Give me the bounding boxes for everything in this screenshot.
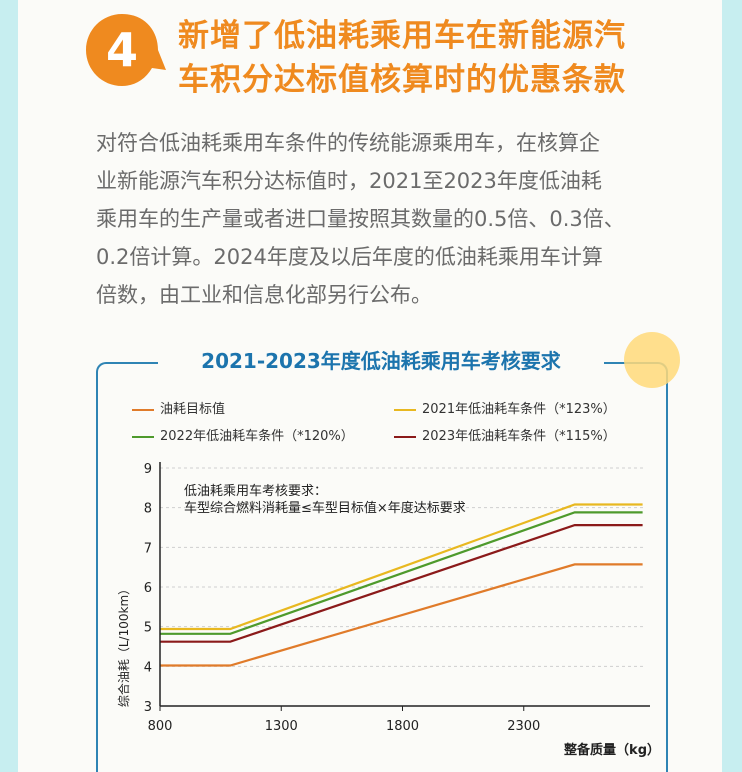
legend-swatch (394, 435, 416, 438)
legend-label: 2022年低油耗车条件（*120%） (160, 429, 354, 444)
decorative-circle (624, 332, 680, 388)
legend-item-2023: 2023年低油耗车条件（*115%） (394, 425, 616, 444)
chart-title: 2021-2023年度低油耗乘用车考核要求 (158, 346, 604, 376)
legend-label: 2023年低油耗车条件（*115%） (422, 429, 616, 444)
section-heading: 新增了低油耗乘用车在新能源汽 车积分达标值核算时的优惠条款 (178, 14, 698, 102)
legend-label: 油耗目标值 (160, 402, 226, 417)
paragraph-line: 对符合低油耗乘用车条件的传统能源乘用车，在核算企 (96, 131, 600, 155)
number-badge: 4 (86, 14, 166, 86)
body-paragraph: 对符合低油耗乘用车条件的传统能源乘用车，在核算企 业新能源汽车积分达标值时，20… (96, 124, 696, 314)
legend-swatch (132, 435, 154, 438)
paragraph-line: 乘用车的生产量或者进口量按照其数量的0.5倍、0.3倍、 (96, 207, 625, 231)
paragraph-line: 业新能源汽车积分达标值时，2021至2023年度低油耗 (96, 169, 602, 193)
chart-frame (96, 362, 668, 772)
legend-item-2021: 2021年低油耗车条件（*123%） (394, 398, 616, 417)
legend-label: 2021年低油耗车条件（*123%） (422, 402, 616, 417)
legend-swatch (394, 408, 416, 411)
heading-line-2: 车积分达标值核算时的优惠条款 (178, 62, 626, 98)
badge-number: 4 (106, 23, 138, 77)
legend-item-2022: 2022年低油耗车条件（*120%） (132, 425, 354, 444)
paragraph-line: 0.2倍计算。2024年度及以后年度的低油耗乘用车计算 (96, 245, 603, 269)
legend-item-target: 油耗目标值 (132, 398, 225, 417)
legend-swatch (132, 408, 154, 411)
paragraph-line: 倍数，由工业和信息化部另行公布。 (96, 283, 432, 307)
heading-line-1: 新增了低油耗乘用车在新能源汽 (178, 18, 626, 54)
